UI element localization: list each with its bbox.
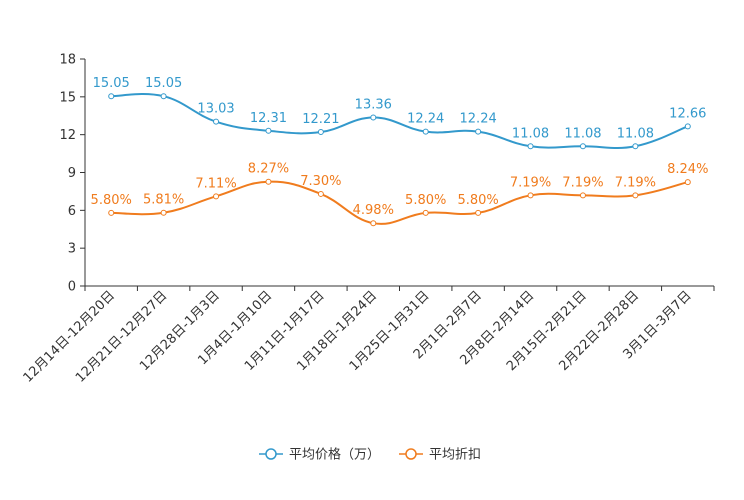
data-point xyxy=(684,123,691,130)
y-tick-label: 9 xyxy=(68,166,76,181)
y-tick-label: 12 xyxy=(59,128,76,143)
legend-marker-1 xyxy=(265,448,277,460)
data-point xyxy=(108,209,115,216)
data-label: 5.80% xyxy=(405,193,446,208)
data-label: 7.19% xyxy=(510,175,551,190)
data-label: 8.27% xyxy=(248,162,289,177)
data-point xyxy=(317,190,324,197)
data-label: 7.11% xyxy=(195,176,236,191)
y-tick-label: 6 xyxy=(68,204,76,219)
legend-label: 平均价格（万） xyxy=(289,447,380,463)
data-label: 7.19% xyxy=(615,175,656,190)
data-point xyxy=(265,127,272,134)
data-label: 13.36 xyxy=(355,98,392,113)
data-point xyxy=(213,193,220,200)
data-label: 7.30% xyxy=(300,174,341,189)
data-label: 12.24 xyxy=(407,112,444,127)
data-point xyxy=(527,143,534,150)
legend-label: 平均折扣 xyxy=(429,448,481,463)
data-label: 11.08 xyxy=(564,126,601,141)
data-label: 12.31 xyxy=(250,111,287,126)
data-point xyxy=(317,129,324,136)
data-point xyxy=(579,192,586,199)
data-label: 4.98% xyxy=(353,203,394,218)
data-label: 8.24% xyxy=(667,162,708,177)
data-point xyxy=(579,143,586,150)
data-label: 12.21 xyxy=(302,112,339,127)
y-tick-label: 18 xyxy=(59,53,76,68)
x-tick-label: 12月21日-12月27日 xyxy=(73,288,170,385)
data-point xyxy=(108,93,115,100)
data-label: 12.66 xyxy=(669,106,706,121)
y-tick-label: 3 xyxy=(68,242,76,257)
data-label: 15.05 xyxy=(145,76,182,91)
series-line-2 xyxy=(111,180,689,225)
data-label: 5.80% xyxy=(457,193,498,208)
data-point xyxy=(213,118,220,125)
data-label: 12.24 xyxy=(460,112,497,127)
data-label: 11.08 xyxy=(512,126,549,141)
data-point xyxy=(265,178,272,185)
data-label: 5.81% xyxy=(143,193,184,208)
data-label: 7.19% xyxy=(562,175,603,190)
data-point xyxy=(684,179,691,186)
data-label: 15.05 xyxy=(93,76,130,91)
data-label: 11.08 xyxy=(617,126,654,141)
data-point xyxy=(632,143,639,150)
series-line-1 xyxy=(111,92,689,150)
y-tick-label: 0 xyxy=(68,280,76,295)
data-point xyxy=(160,209,167,216)
x-tick-label: 12月14日-12月20日 xyxy=(21,288,118,385)
data-point xyxy=(475,128,482,135)
legend-marker-2 xyxy=(405,448,417,460)
data-label: 5.80% xyxy=(91,193,132,208)
data-label: 13.03 xyxy=(197,102,234,117)
data-point xyxy=(370,114,377,121)
data-point xyxy=(527,192,534,199)
data-point xyxy=(475,209,482,216)
data-point xyxy=(422,209,429,216)
data-point xyxy=(422,128,429,135)
data-point xyxy=(632,192,639,199)
data-point xyxy=(160,93,167,100)
data-point xyxy=(370,220,377,227)
y-tick-label: 15 xyxy=(59,90,76,105)
